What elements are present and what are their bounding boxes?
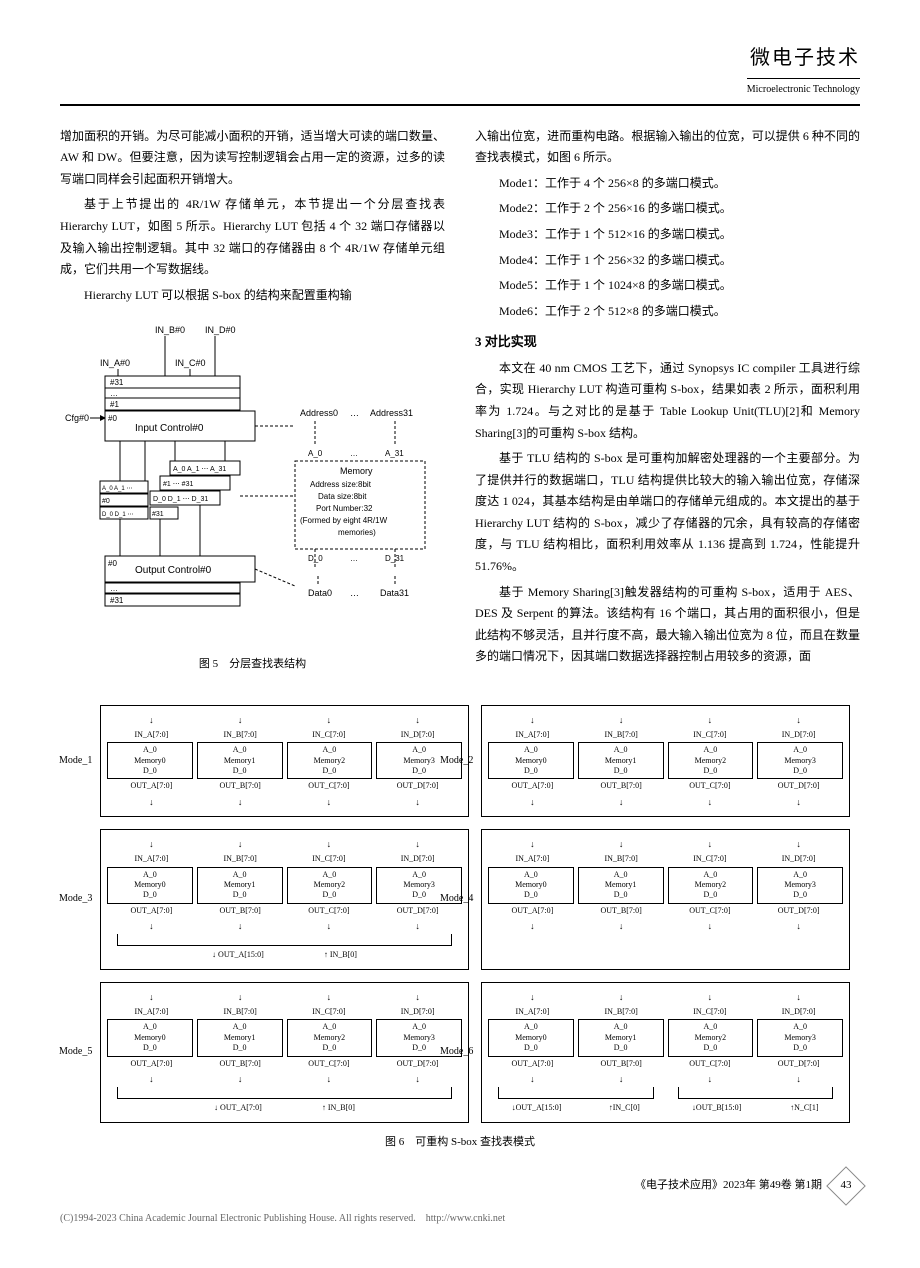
para-l2: 基于上节提出的 4R/1W 存储单元，本节提出一个分层查找表 Hierarchy… <box>60 194 445 280</box>
svg-text:A_31: A_31 <box>385 449 404 458</box>
svg-text:#31: #31 <box>110 378 124 387</box>
svg-text:D_31: D_31 <box>385 554 405 563</box>
figure-6-grid: Mode_1 IN_A[7:0] IN_B[7:0] IN_C[7:0] IN_… <box>100 705 850 1123</box>
svg-text:Address31: Address31 <box>370 408 413 418</box>
svg-text:#31: #31 <box>110 596 124 605</box>
svg-text:IN_B#0: IN_B#0 <box>155 325 185 335</box>
mode5: Mode5：工作于 1 个 1024×8 的多端口模式。 <box>475 275 860 297</box>
journal-info: 《电子技术应用》2023年 第49卷 第1期 <box>635 1176 822 1196</box>
left-column: 增加面积的开销。为尽可能减小面积的开销，适当增大可读的端口数量、AW 和 DW。… <box>60 126 445 690</box>
svg-text:Cfg#0: Cfg#0 <box>65 413 89 423</box>
fig5-caption: 图 5 分层查找表结构 <box>60 655 445 675</box>
svg-text:Address size:8bit: Address size:8bit <box>310 480 372 489</box>
para-r3: 基于 TLU 结构的 S-box 是可重构加解密处理器的一个主要部分。为了提供并… <box>475 448 860 578</box>
svg-text:Input Control#0: Input Control#0 <box>135 423 204 434</box>
svg-text:memories): memories) <box>338 528 376 537</box>
para-l3: Hierarchy LUT 可以根据 S-box 的结构来配置重构输 <box>60 285 445 307</box>
svg-text:#0: #0 <box>102 498 110 505</box>
svg-text:Port Number:32: Port Number:32 <box>316 504 373 513</box>
svg-text:D_0: D_0 <box>308 554 323 563</box>
svg-text:A_0 A_1 ⋯ A_31: A_0 A_1 ⋯ A_31 <box>173 466 226 473</box>
category-cn: 微电子技术 <box>60 40 860 76</box>
figure-5: IN_B#0 IN_D#0 IN_A#0 IN_C#0 #31 … #1 Cfg… <box>60 321 445 674</box>
svg-text:#0: #0 <box>108 559 117 568</box>
svg-text:Data0: Data0 <box>308 588 332 598</box>
mode4-box: Mode_4 IN_A[7:0] IN_B[7:0] IN_C[7:0] IN_… <box>481 829 850 970</box>
svg-text:…: … <box>350 408 359 418</box>
svg-text:Data size:8bit: Data size:8bit <box>318 492 367 501</box>
svg-text:…: … <box>350 554 358 563</box>
svg-text:Address0: Address0 <box>300 408 338 418</box>
svg-text:…: … <box>110 389 118 398</box>
mode2: Mode2：工作于 2 个 256×16 的多端口模式。 <box>475 198 860 220</box>
svg-text:…: … <box>110 584 118 593</box>
svg-text:IN_D#0: IN_D#0 <box>205 325 236 335</box>
section-3-title: 3 对比实现 <box>475 330 860 353</box>
mode6-box: Mode_6 IN_A[7:0] IN_B[7:0] IN_C[7:0] IN_… <box>481 982 850 1123</box>
page-number: 43 <box>832 1172 860 1200</box>
mode2-box: Mode_2 IN_A[7:0] IN_B[7:0] IN_C[7:0] IN_… <box>481 705 850 817</box>
para-r2: 本文在 40 nm CMOS 工艺下，通过 Synopsys IC compil… <box>475 358 860 444</box>
svg-text:D_0 D_1 ⋯ D_31: D_0 D_1 ⋯ D_31 <box>153 496 208 503</box>
right-column: 入输出位宽，进而重构电路。根据输入输出的位宽，可以提供 6 种不同的查找表模式，… <box>475 126 860 690</box>
mode1-box: Mode_1 IN_A[7:0] IN_B[7:0] IN_C[7:0] IN_… <box>100 705 469 817</box>
svg-text:Output Control#0: Output Control#0 <box>135 565 212 576</box>
svg-text:#1 ⋯ #31: #1 ⋯ #31 <box>163 481 193 488</box>
svg-text:D_0 D_1 ⋯: D_0 D_1 ⋯ <box>102 512 133 518</box>
svg-text:#0: #0 <box>108 414 117 423</box>
svg-text:Data31: Data31 <box>380 588 409 598</box>
mode6: Mode6：工作于 2 个 512×8 的多端口模式。 <box>475 301 860 323</box>
svg-text:A_0 A_1 ⋯: A_0 A_1 ⋯ <box>102 486 132 492</box>
svg-text:IN_C#0: IN_C#0 <box>175 358 206 368</box>
para-r4: 基于 Memory Sharing[3]触发器结构的可重构 S-box，适用于 … <box>475 582 860 668</box>
svg-text:#1: #1 <box>110 400 119 409</box>
svg-text:(Formed by eight 4R/1W: (Formed by eight 4R/1W <box>300 516 388 525</box>
para-r1: 入输出位宽，进而重构电路。根据输入输出的位宽，可以提供 6 种不同的查找表模式，… <box>475 126 860 169</box>
svg-text:Memory: Memory <box>340 466 373 476</box>
text-columns: 增加面积的开销。为尽可能减小面积的开销，适当增大可读的端口数量、AW 和 DW。… <box>60 126 860 690</box>
copyright: (C)1994-2023 China Academic Journal Elec… <box>60 1210 860 1228</box>
para-l1: 增加面积的开销。为尽可能减小面积的开销，适当增大可读的端口数量、AW 和 DW。… <box>60 126 445 191</box>
svg-text:IN_A#0: IN_A#0 <box>100 358 130 368</box>
page-footer: 《电子技术应用》2023年 第49卷 第1期 43 <box>60 1172 860 1200</box>
svg-text:A_0: A_0 <box>308 449 323 458</box>
svg-text:…: … <box>350 449 358 458</box>
mode4: Mode4：工作于 1 个 256×32 的多端口模式。 <box>475 250 860 272</box>
svg-text:#31: #31 <box>152 511 164 518</box>
mode1: Mode1：工作于 4 个 256×8 的多端口模式。 <box>475 173 860 195</box>
category-en: Microelectronic Technology <box>747 78 860 99</box>
fig5-svg: IN_B#0 IN_D#0 IN_A#0 IN_C#0 #31 … #1 Cfg… <box>60 321 440 641</box>
svg-text:…: … <box>350 588 359 598</box>
page-header: 微电子技术 Microelectronic Technology <box>60 40 860 106</box>
mode3-box: Mode_3 IN_A[7:0] IN_B[7:0] IN_C[7:0] IN_… <box>100 829 469 970</box>
fig6-caption: 图 6 可重构 S-box 查找表模式 <box>60 1133 860 1153</box>
mode3: Mode3：工作于 1 个 512×16 的多端口模式。 <box>475 224 860 246</box>
mode5-box: Mode_5 IN_A[7:0] IN_B[7:0] IN_C[7:0] IN_… <box>100 982 469 1123</box>
